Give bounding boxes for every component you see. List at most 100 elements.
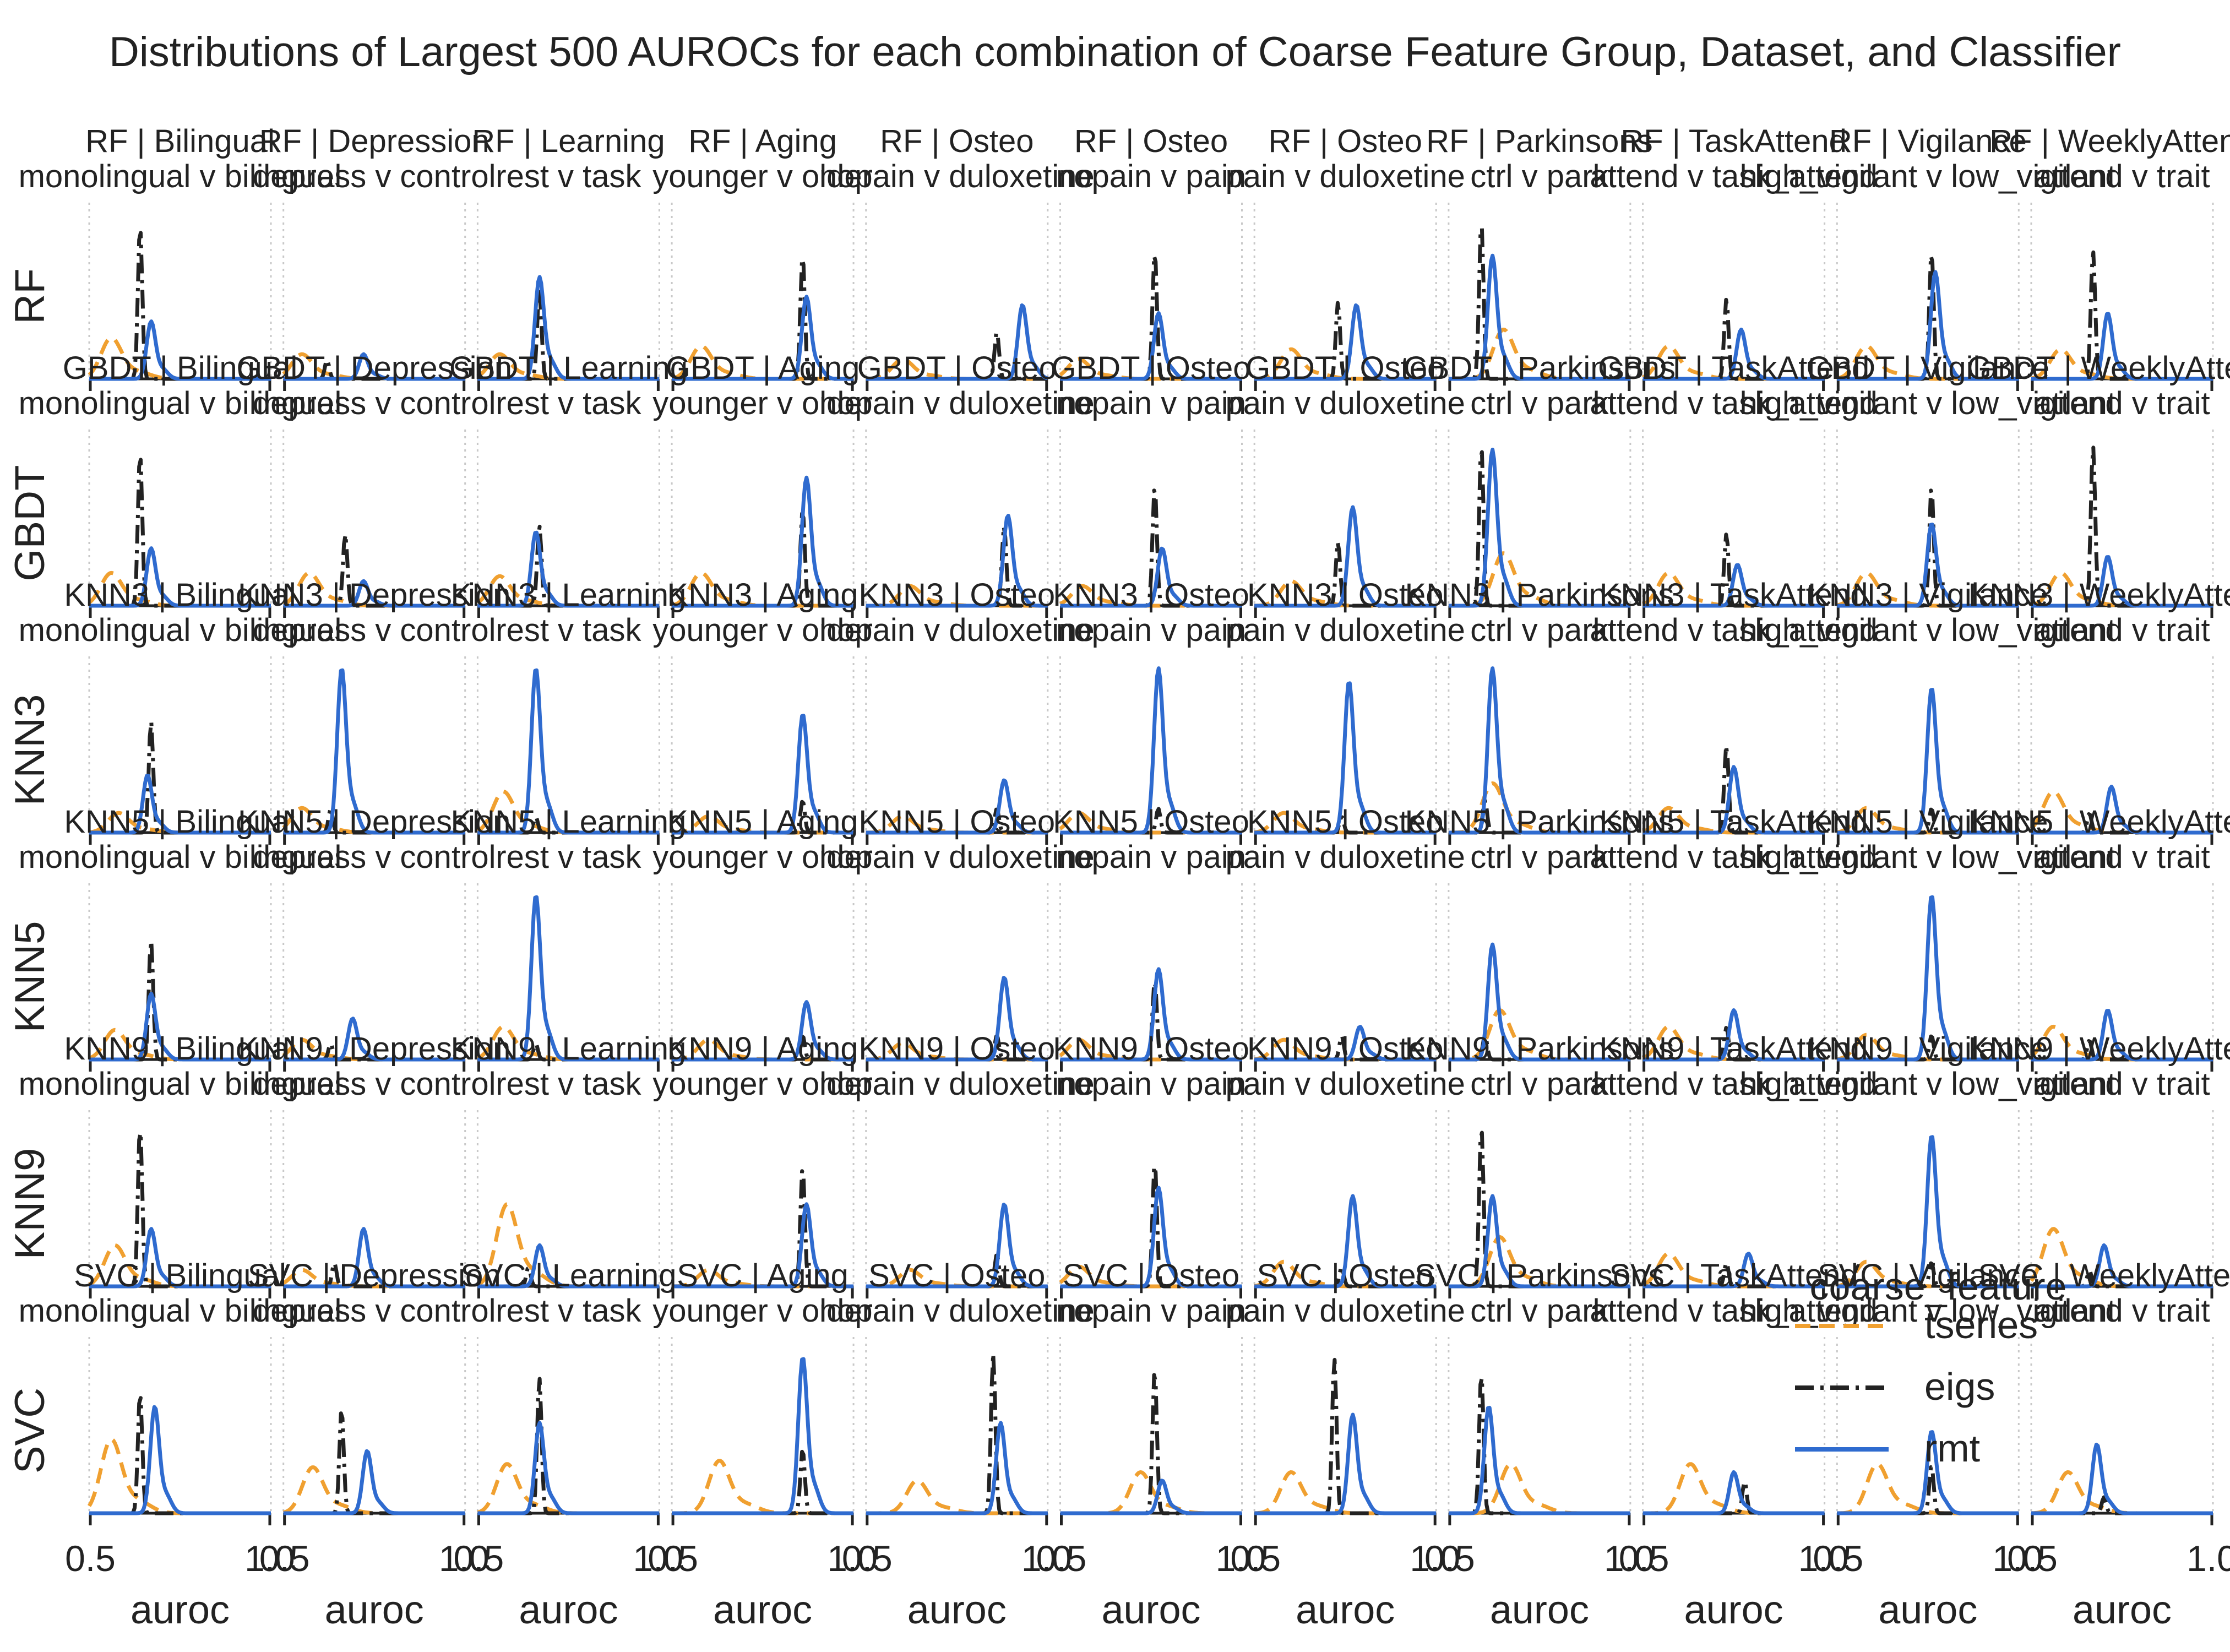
density-rmt-knn5-7 [1448, 942, 1631, 1062]
facet-title: KNN5 | Osteo [1053, 804, 1249, 840]
facet-title: GBDT | Osteo [1245, 350, 1445, 386]
density-rmt-knn3-5 [1059, 666, 1243, 835]
facet-subtitle: high_vigilant v low_vigilant [1740, 159, 2117, 194]
facet-subtitle: attend v task_attend [1590, 839, 1877, 875]
facet-subtitle: monolingual v bilingual [19, 1293, 342, 1329]
facet-title: RF | Aging [688, 123, 837, 159]
density-eigs-svc-5 [1059, 1373, 1243, 1515]
facet-subtitle: nopain v duloxetine [819, 612, 1095, 648]
x-tick-label: 0.5 [65, 1538, 116, 1579]
facet-title: KNN5 | Bilingual [64, 804, 296, 840]
facet-subtitle: younger v older [652, 1066, 873, 1102]
x-axis-label: auroc [1101, 1588, 1200, 1632]
facet-title: SVC | WeeklyAttend [1978, 1258, 2230, 1294]
density-rmt-knn5-10 [2031, 1009, 2213, 1062]
facet-title: KNN5 | Aging [667, 804, 858, 840]
facet-title: KNN3 | Depression [238, 577, 510, 613]
facet-subtitle: attend v trait [2034, 1293, 2210, 1329]
facet-subtitle: attend v task_attend [1590, 612, 1877, 648]
x-axis-label: auroc [519, 1588, 618, 1632]
facet-subtitle: ctrl v park [1470, 1066, 1609, 1102]
density-tseries-rf-5 [1059, 357, 1243, 381]
density-eigs-knn3-6 [1254, 815, 1437, 835]
facet-title: GBDT | Osteo [857, 350, 1057, 386]
facet-title: KNN9 | TaskAttend [1600, 1031, 1868, 1067]
facet-title: GBDT | Depression [236, 350, 512, 386]
legend-label-tseries: tseries [1924, 1303, 2038, 1346]
facet-title: RF | Learning [472, 123, 665, 159]
density-rmt-gbdt-9 [1836, 523, 2019, 608]
facet-subtitle: nopain v pain [1056, 839, 1246, 875]
density-rmt-svc-3 [671, 1357, 854, 1515]
density-rmt-knn3-6 [1254, 681, 1437, 835]
facet-subtitle: rest v task [496, 1293, 641, 1329]
density-rmt-rf-0 [89, 319, 271, 381]
facet-title: SVC | Osteo [1063, 1258, 1239, 1294]
facet-subtitle: younger v older [652, 1293, 873, 1329]
density-rmt-knn9-2 [477, 1243, 660, 1289]
facet-subtitle: rest v task [496, 159, 641, 194]
facet-subtitle: pain v duloxetine [1226, 612, 1465, 648]
density-eigs-knn9-10 [2031, 1269, 2213, 1289]
density-rmt-knn9-6 [1254, 1194, 1437, 1289]
density-rmt-knn3-3 [671, 714, 854, 835]
facet-title: KNN9 | Osteo [858, 1031, 1055, 1067]
density-rmt-knn5-5 [1059, 967, 1243, 1062]
facet-subtitle: attend v trait [2034, 839, 2210, 875]
density-eigs-knn3-3 [671, 800, 854, 835]
facet-title: SVC | Learning [460, 1258, 676, 1294]
facet-title: KNN5 | Depression [238, 804, 510, 840]
facet-subtitle: high_vigilant v low_vigilant [1740, 839, 2117, 875]
density-rmt-gbdt-5 [1059, 546, 1243, 608]
x-axis-label: auroc [1296, 1588, 1395, 1632]
facet-subtitle: rest v task [496, 839, 641, 875]
facet-subtitle: depress v control [253, 839, 496, 875]
facet-title: SVC | TaskAttend [1609, 1258, 1858, 1294]
density-rmt-rf-1 [283, 352, 466, 381]
density-eigs-gbdt-3 [671, 512, 854, 608]
facet-subtitle: nopain v duloxetine [819, 159, 1095, 194]
density-rmt-svc-0 [89, 1405, 271, 1515]
facet-title: RF | Vigilance [1829, 123, 2027, 159]
density-eigs-gbdt-1 [283, 532, 466, 608]
density-rmt-gbdt-0 [89, 546, 271, 608]
facet-title: RF | TaskAttend [1620, 123, 1847, 159]
facet-subtitle: nopain v duloxetine [819, 385, 1095, 421]
density-rmt-knn3-2 [477, 668, 660, 835]
density-rmt-svc-8 [1642, 1470, 1825, 1515]
facet-title: KNN9 | Aging [667, 1031, 858, 1067]
density-rmt-knn5-6 [1254, 1025, 1437, 1062]
facet-subtitle: ctrl v park [1470, 612, 1609, 648]
density-rmt-rf-5 [1059, 311, 1243, 381]
row-label-knn3: KNN3 [7, 694, 53, 806]
density-rmt-knn3-9 [1836, 688, 2019, 835]
facet-subtitle: attend v task_attend [1590, 385, 1877, 421]
facet-subtitle: rest v task [496, 385, 641, 421]
facet-title: RF | Osteo [1269, 123, 1422, 159]
density-rmt-gbdt-2 [477, 530, 660, 608]
density-rmt-knn5-1 [283, 1017, 466, 1062]
x-tick-label: 1.0 [1798, 1538, 1849, 1579]
x-tick-label: 1.0 [1410, 1538, 1460, 1579]
facet-subtitle: nopain v pain [1056, 159, 1246, 194]
facet-title: KNN3 | Osteo [1247, 577, 1444, 613]
density-eigs-rf-5 [1059, 254, 1243, 381]
x-tick-label: 0.5 [842, 1538, 893, 1579]
row-label-svc: SVC [7, 1388, 53, 1474]
facet-title: KNN9 | WeeklyAttend [1968, 1031, 2230, 1067]
density-rmt-gbdt-4 [866, 514, 1048, 608]
facet-subtitle: nopain v pain [1056, 1066, 1246, 1102]
facet-subtitle: nopain v pain [1056, 385, 1246, 421]
facet-subtitle: attend v task_attend [1590, 1293, 1877, 1329]
facet-title: RF | Osteo [1074, 123, 1228, 159]
density-eigs-knn5-3 [671, 1034, 854, 1062]
density-tseries-knn3-9 [1836, 806, 2019, 835]
x-axis-label: auroc [1684, 1588, 1783, 1632]
facet-title: KNN3 | Learning [451, 577, 687, 613]
x-tick-label: 0.5 [648, 1538, 698, 1579]
density-rmt-svc-2 [477, 1421, 660, 1515]
density-eigs-svc-3 [671, 1449, 854, 1515]
density-eigs-knn9-4 [866, 1253, 1048, 1289]
facet-title: GBDT | Vigilance [1806, 350, 2049, 386]
facet-subtitle: rest v task [496, 1066, 641, 1102]
